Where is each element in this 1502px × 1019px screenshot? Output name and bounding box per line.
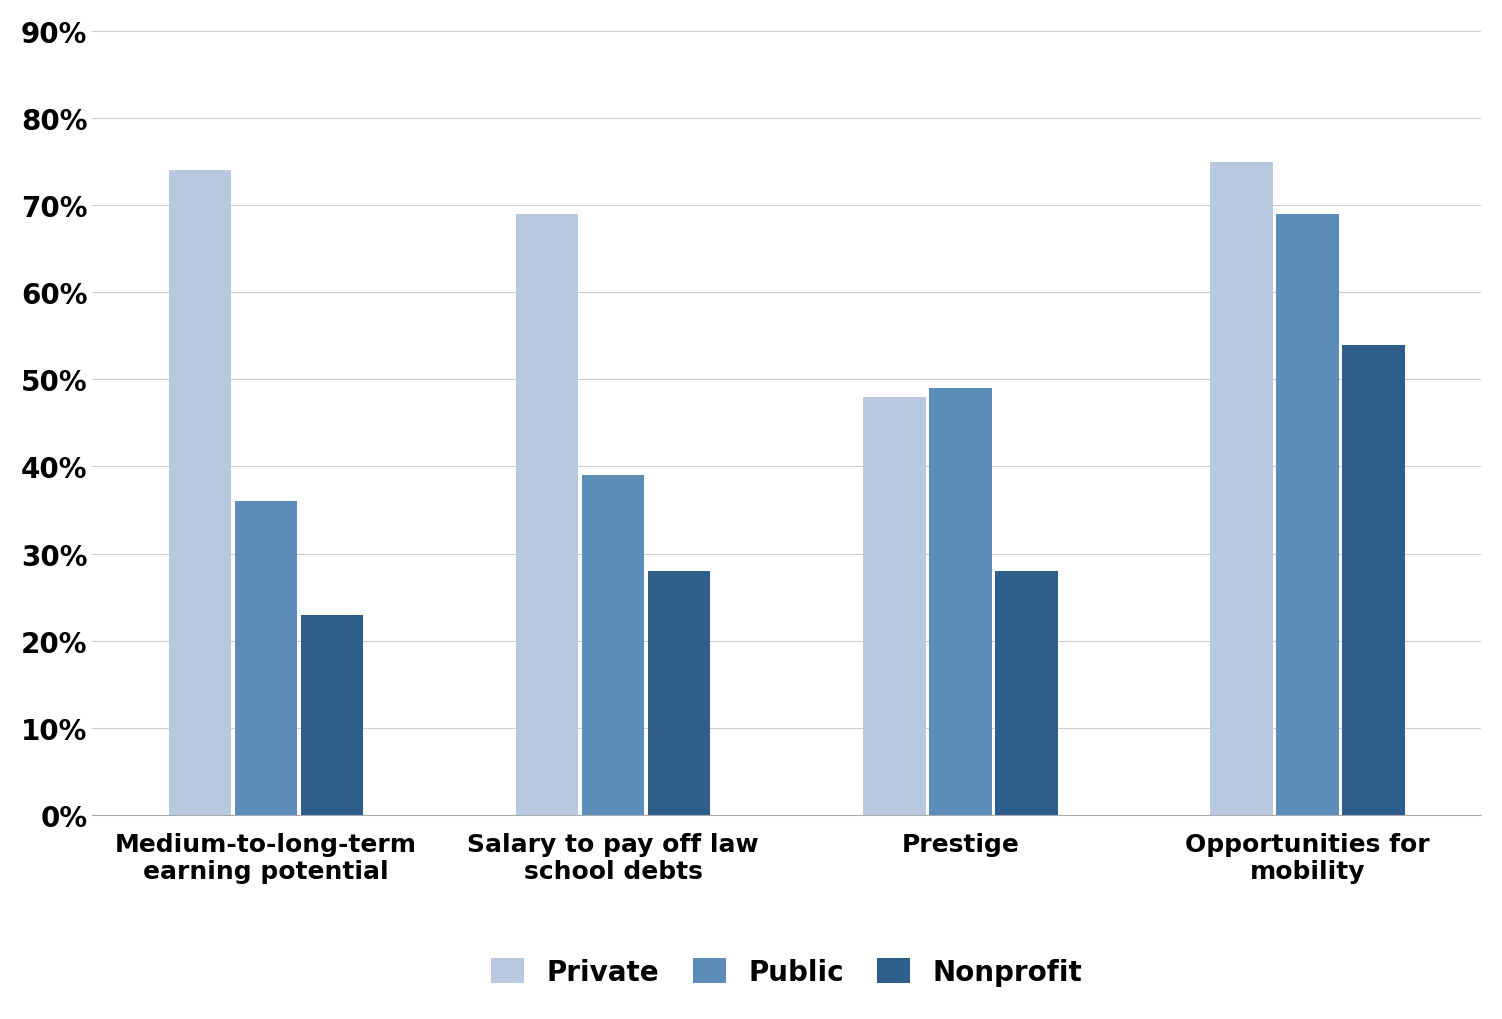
Bar [1343, 345, 1404, 815]
Bar [300, 615, 363, 815]
Bar [864, 397, 925, 815]
Legend: Private, Public, Nonprofit: Private, Public, Nonprofit [481, 947, 1093, 997]
Bar [515, 215, 578, 815]
Bar [168, 171, 231, 815]
Bar [930, 388, 991, 815]
Bar [647, 572, 710, 815]
Bar [234, 501, 297, 815]
Bar [1211, 162, 1272, 815]
Bar [1277, 215, 1338, 815]
Bar [994, 572, 1057, 815]
Bar [581, 476, 644, 815]
